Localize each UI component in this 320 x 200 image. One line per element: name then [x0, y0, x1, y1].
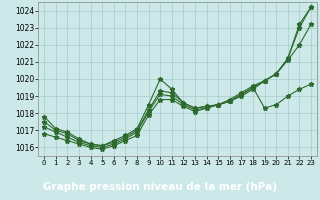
Text: Graphe pression niveau de la mer (hPa): Graphe pression niveau de la mer (hPa)	[43, 182, 277, 192]
